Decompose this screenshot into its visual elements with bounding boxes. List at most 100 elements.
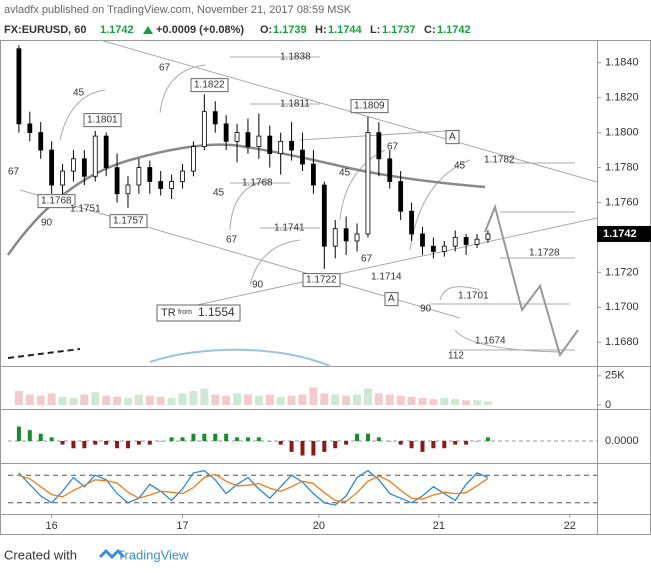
volume-bar [156,396,165,405]
candle-body [114,167,120,195]
byline: avladfx published on TradingView.com, No… [4,4,352,16]
annotation: 1.1811 [280,99,310,110]
candle-body [245,132,251,147]
volume-bar [440,398,449,405]
candle-body [201,111,207,147]
macd-bar [409,441,414,449]
volume-bar [14,391,23,405]
macd-bar [464,441,469,445]
annotation: 112 [448,351,464,362]
macd-bar [333,441,338,449]
volume-bar [243,394,252,405]
y-tick-label: 1.1800 [605,127,639,139]
volume-bar [189,391,198,405]
candle-body [409,210,414,235]
candle-body [474,238,480,245]
macd-bar [289,441,294,452]
volume-bar [167,398,176,405]
annotation: 1.1782 [484,155,515,166]
up-arrow [143,26,153,34]
annotation: 1.1757 [113,216,144,227]
y-tick-label: 1.1720 [605,266,639,278]
candle-body [398,181,404,212]
volume-bar [91,392,100,405]
macd-bar [213,433,218,441]
macd-bar [485,437,490,441]
macd-bar [256,437,261,441]
annotation: 1.1801 [87,115,118,126]
volume-bar [331,394,340,405]
x-tick-label: 21 [433,520,445,532]
annotation: 67 [226,235,238,246]
macd-bar [235,437,240,441]
volume-bar [385,394,394,405]
l-label: L: [370,24,380,36]
candle-body [485,233,491,240]
macd-bar [475,441,480,442]
brand[interactable]: TradingView [117,547,189,562]
candle-body [278,140,284,154]
annotation: 1.1809 [354,101,385,112]
candle-body [81,158,87,177]
y-tick-label: 1.1840 [605,57,639,69]
volume-bar [211,394,220,405]
volume-bar [298,394,307,405]
candle-body [354,233,360,242]
annotation: 1.1768 [242,178,273,189]
annotation-box [384,292,399,307]
volume-tick-label: 0 [605,399,611,411]
x-tick-label: 17 [176,520,188,532]
candle-body [49,149,55,186]
macd-bar [158,441,163,442]
volume-bar [178,393,187,405]
legend-row: FX:EURUSD, 60 1.1742 +0.0009 (+0.08%) O:… [4,24,471,36]
annotation: 1.1751 [70,204,101,215]
y-tick-label: 1.1820 [605,92,639,104]
annotation-box [302,273,341,288]
candle-body [38,132,44,151]
macd-bar [82,441,87,449]
candle-body [169,181,175,189]
volume-bar [134,394,143,405]
macd-bar [311,441,316,456]
macd-bar [245,437,250,441]
annotation-box [83,113,122,128]
annotation: 1.1722 [306,275,337,286]
annotation: 1.1741 [274,223,305,234]
annotation-box [190,78,229,93]
macd-bar [267,441,272,442]
tr-box: TR from 1.1554 [156,304,241,322]
c: 1.1742 [437,24,471,36]
volume-bar [342,395,351,405]
candle-body [158,181,164,189]
candle-body [376,132,382,160]
candle-body [267,135,273,154]
candle-body [321,184,327,247]
created-with: Created with [4,547,77,562]
candle-body [430,245,436,252]
annotation: 1.1768 [41,196,72,207]
volume-bar [320,393,329,405]
candle-body [191,146,196,172]
l: 1.1737 [382,24,416,36]
macd-bar [355,433,360,441]
candle-body [103,135,109,168]
y-tick-label: 1.1700 [605,301,639,313]
volume-bar [483,401,492,405]
volume-bar [418,398,427,405]
macd-bar [115,441,120,449]
volume-bar [113,396,122,405]
macd-tick-label: 0.0000 [605,435,639,447]
annotation: 1.1728 [529,248,560,259]
candle-body [420,233,425,247]
volume-bar [36,395,45,405]
o-label: O: [260,24,272,36]
annotation: 1.1822 [194,80,225,91]
macd-bar [442,441,447,449]
volume-bar [233,393,242,405]
annotation: 90 [420,304,432,315]
candle-body [463,237,469,245]
last: 1.1742 [100,24,134,36]
volume-bar [309,387,318,405]
x-tick-label: 22 [564,520,576,532]
